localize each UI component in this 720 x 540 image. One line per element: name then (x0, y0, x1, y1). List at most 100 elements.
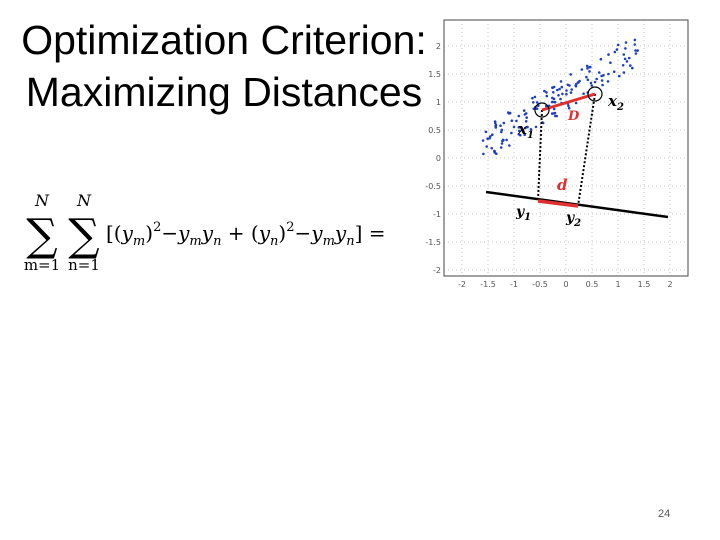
data-point (553, 100, 557, 104)
data-point (567, 106, 571, 110)
sum1-symbol: ∑ (26, 210, 57, 261)
data-point (518, 129, 521, 133)
y-tick-label: 0 (436, 154, 441, 163)
data-point (606, 80, 610, 83)
data-point (578, 79, 581, 83)
data-point (634, 49, 637, 52)
data-point (559, 80, 563, 83)
distance-d-line (537, 199, 579, 208)
data-point (589, 65, 592, 69)
data-point (491, 133, 494, 136)
data-point (515, 119, 518, 123)
data-point (580, 68, 584, 71)
sum2-symbol: ∑ (68, 210, 99, 261)
data-point (600, 79, 604, 82)
slide-title: Optimization Criterion: Maximizing Dista… (14, 14, 434, 118)
label-x1: x1 (517, 120, 534, 141)
data-point (629, 64, 632, 67)
data-point (535, 101, 539, 104)
data-point (494, 126, 498, 129)
data-point (522, 109, 526, 112)
distance-D-line (541, 92, 596, 112)
data-point (607, 72, 610, 76)
data-point (586, 67, 589, 70)
data-point (618, 74, 621, 78)
data-point (574, 101, 578, 105)
data-point (481, 139, 485, 142)
data-point (623, 57, 627, 61)
data-point (574, 84, 578, 88)
data-point (567, 104, 570, 108)
data-point (495, 152, 498, 155)
data-point (590, 84, 593, 87)
data-point (634, 52, 638, 55)
data-point (622, 71, 626, 74)
data-point (561, 92, 564, 96)
objective-formula: N ∑ m=1 N ∑ n=1 [(ym)2−ymyn + (yn)2−ymyn… (24, 191, 386, 274)
data-point (551, 86, 554, 90)
x-tick-label: 1 (615, 280, 620, 289)
dotted-projection-x1 (537, 109, 543, 201)
sum1-lower: m=1 (24, 256, 60, 274)
plot-grid (444, 20, 688, 276)
x-tick-label: 1.5 (638, 280, 651, 289)
data-point (552, 107, 556, 111)
data-point (585, 75, 588, 79)
data-point (633, 43, 637, 46)
x-tick-label: 0 (563, 280, 568, 289)
data-point (500, 130, 503, 134)
data-point (482, 152, 485, 156)
data-point (600, 74, 603, 78)
page-number: 24 (658, 508, 671, 520)
data-point (543, 89, 546, 93)
data-point (529, 128, 533, 131)
label-D: D (567, 109, 580, 124)
label-x2: x2 (607, 92, 624, 113)
x-tick-label: -2 (458, 280, 466, 289)
projection-figure: 2 1.5 1 0.5 0 -0.5 -1 -1.5 -2 -2 -1.5 -1 -0.5 0 0.5 1 1… (425, 19, 689, 289)
data-point (576, 81, 580, 84)
data-point (533, 95, 537, 99)
y-tick-label: -2 (433, 266, 441, 275)
y-tick-label: -0.5 (425, 182, 441, 191)
data-point (490, 146, 493, 150)
data-point (633, 38, 637, 42)
data-point (494, 121, 497, 125)
data-point (595, 77, 598, 81)
data-point (589, 81, 593, 85)
y-tick-labels: 2 1.5 1 0.5 0 -0.5 -1 -1.5 -2 (425, 42, 441, 275)
data-point (545, 94, 549, 98)
data-point (569, 91, 573, 94)
data-point (535, 107, 539, 111)
data-point (550, 100, 554, 104)
data-point (627, 56, 631, 60)
data-point (526, 125, 529, 129)
data-point (621, 64, 625, 67)
data-point (501, 138, 505, 142)
sum1-upper: N (34, 191, 50, 210)
data-point (500, 142, 504, 145)
data-point (524, 112, 528, 115)
data-point (489, 135, 492, 138)
data-point (636, 49, 639, 52)
x-tick-label: -1.5 (480, 280, 496, 289)
y-tick-label: 1.5 (428, 70, 441, 79)
data-point (517, 133, 521, 136)
data-point (499, 146, 503, 149)
data-point (607, 53, 610, 56)
data-point (560, 85, 564, 89)
data-point (616, 43, 620, 47)
data-point (524, 120, 528, 123)
x-tick-label: 2 (667, 280, 672, 289)
data-point (582, 92, 585, 95)
data-point (625, 60, 629, 63)
data-point (624, 47, 627, 50)
data-point (502, 121, 506, 125)
data-point (508, 144, 511, 147)
data-point (586, 78, 590, 82)
data-point (524, 126, 527, 130)
data-point (622, 53, 626, 56)
data-point (505, 138, 508, 142)
data-point (585, 64, 589, 68)
data-point (507, 111, 510, 114)
